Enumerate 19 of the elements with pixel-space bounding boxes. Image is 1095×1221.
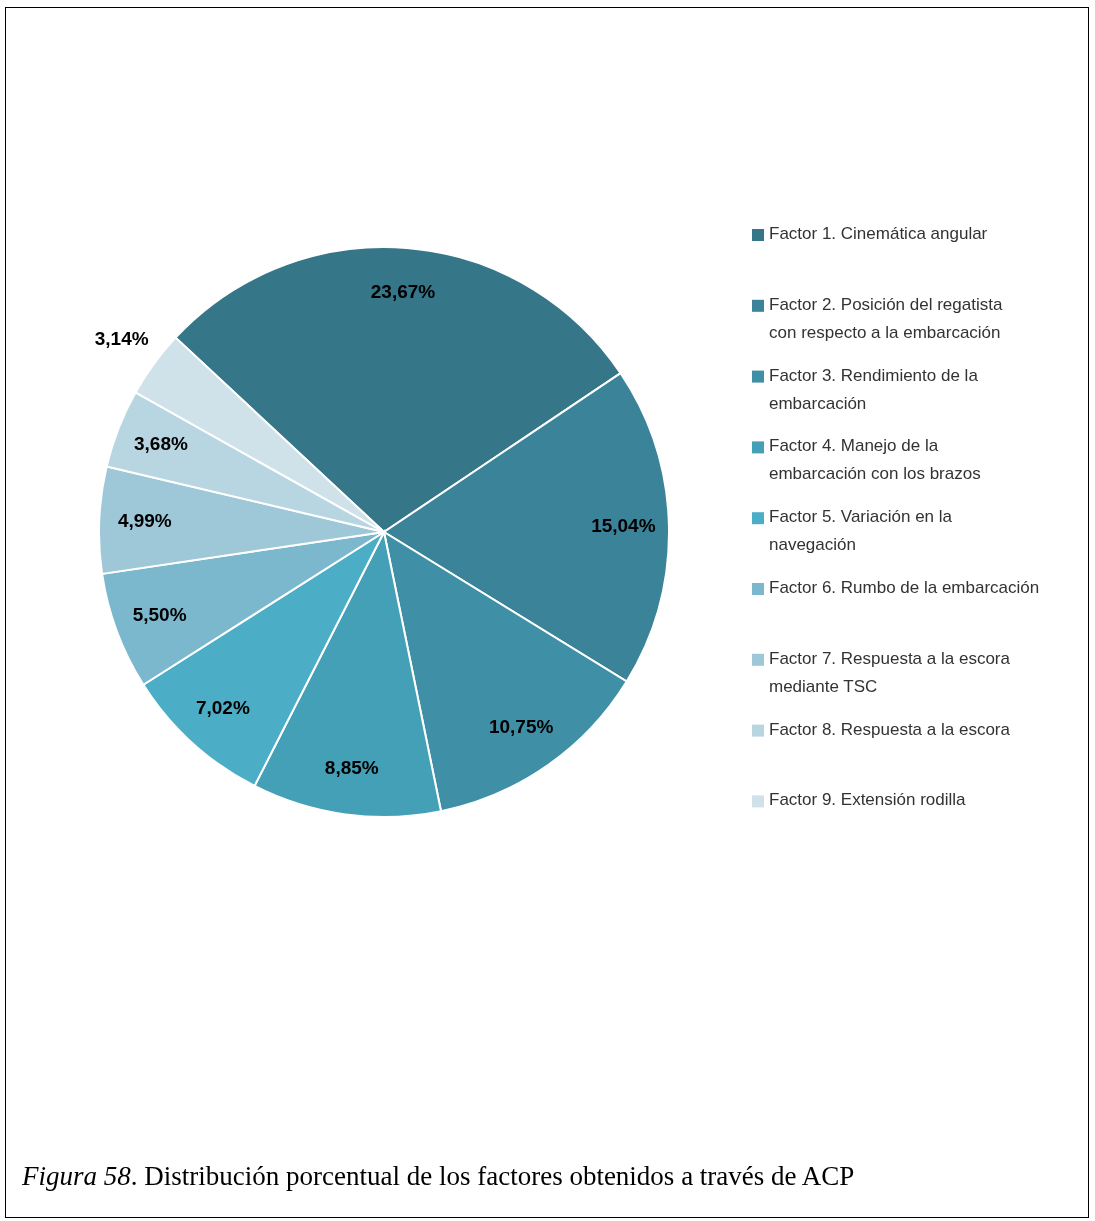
data-label: 7,02% (195, 697, 250, 719)
legend-label: Factor 3. Rendimiento de la embarcación (769, 366, 979, 414)
text: Figura 58. Distribución porcentual de los factores obtenidos a través de ACP (21, 1161, 855, 1191)
legend-label: Factor 4. Manejo de la embarcación con los brazos (769, 436, 981, 484)
data-label: 3,14% (94, 328, 149, 350)
data-label: 8,85% (324, 757, 379, 779)
data-label: 3,68% (134, 433, 188, 455)
legend-label: Factor 1. Cinemática angular (769, 224, 988, 244)
data-label: 10,75% (488, 716, 554, 738)
data-label: 15,04% (591, 515, 656, 537)
data-label: 4,99% (117, 509, 172, 531)
legend-label: Factor 9. Extensión rodilla (769, 790, 967, 810)
legend-label: Factor 8. Respuesta a la escora (769, 720, 1011, 740)
data-label: 23,67% (370, 281, 436, 303)
data-label: 5,50% (132, 603, 187, 625)
legend-label: Factor 2. Posición del regatista con respecto a la embarcación (769, 295, 1003, 343)
legend-label: Factor 7. Respuesta a la escora mediante TSC (769, 649, 1011, 697)
legend-label: Factor 6. Rumbo de la embarcación (769, 578, 1040, 598)
legend-label: Factor 5. Variación en la navegación (769, 507, 953, 555)
